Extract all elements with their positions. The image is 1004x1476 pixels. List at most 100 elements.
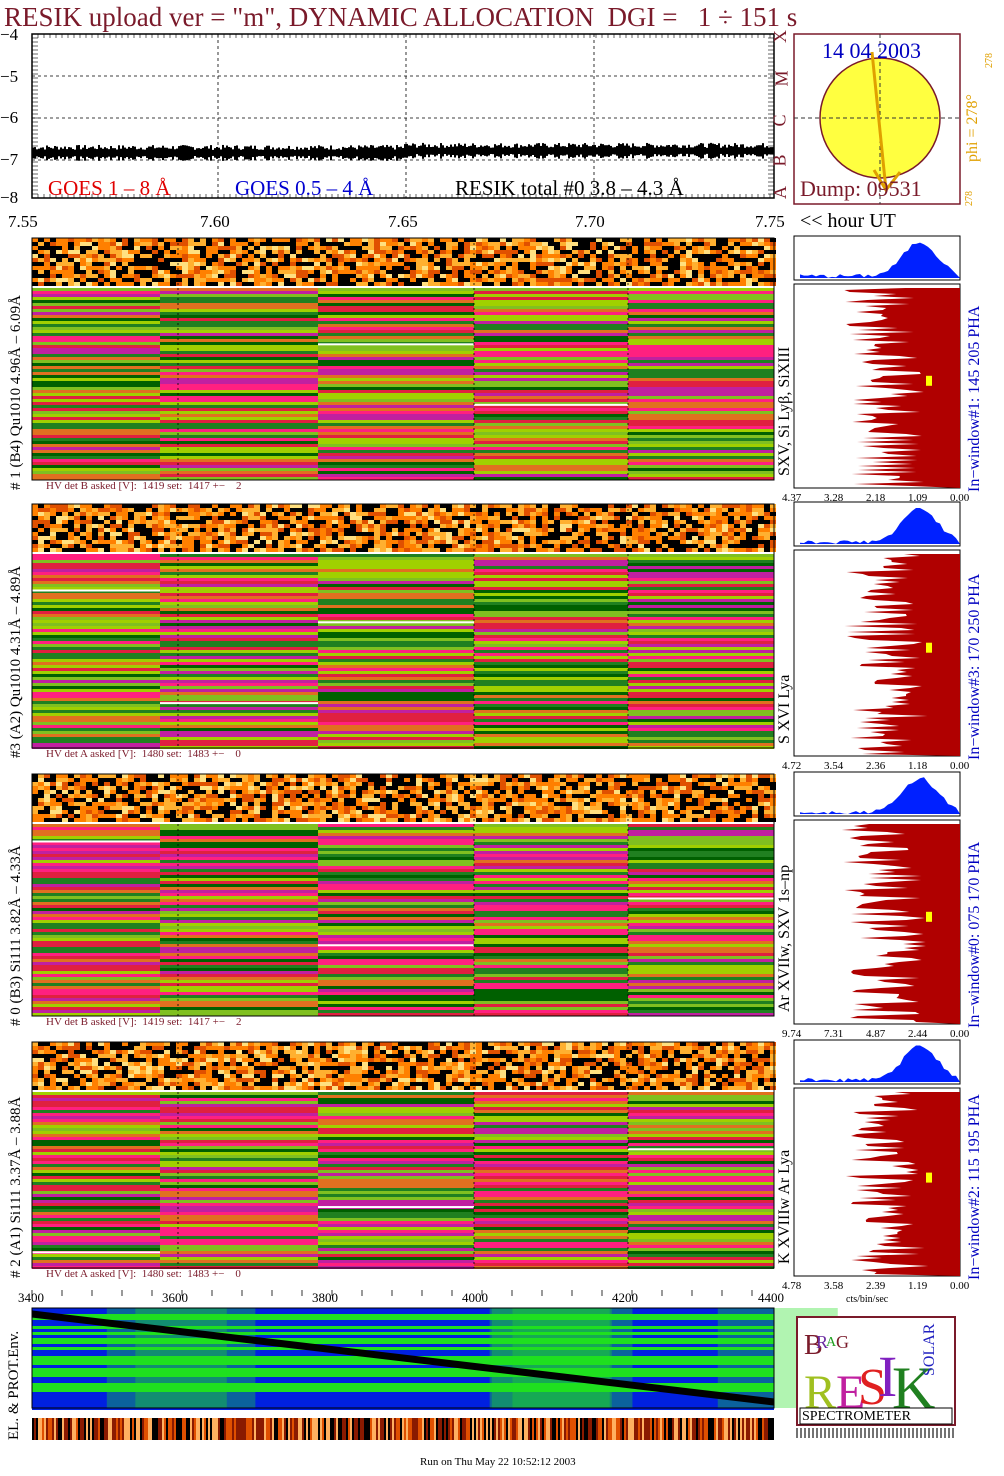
- window-label: In−window#3: 170 250 PHA: [966, 573, 983, 760]
- resik-total-bar: [108, 149, 110, 157]
- resik-total-bar: [552, 147, 554, 155]
- resik-total-bar: [508, 145, 510, 156]
- resik-total-bar: [286, 148, 288, 158]
- resik-total-bar: [48, 146, 50, 159]
- resik-total-bar: [438, 147, 440, 154]
- hv-status: HV det B asked [V]: 1419 set: 1417 +− 2: [46, 1016, 242, 1028]
- resik-total-bar: [236, 145, 238, 161]
- resik-total-bar: [362, 147, 364, 159]
- env-tick: 3800: [312, 1290, 338, 1305]
- window-label: In−window#0: 075 170 PHA: [966, 841, 983, 1028]
- legend-goes-long: GOES 1 – 8 Å: [48, 176, 171, 200]
- resik-total-bar: [548, 147, 550, 155]
- resik-total-bar: [232, 149, 234, 157]
- resik-total-bar: [432, 146, 434, 155]
- sun-date: 14 04 2003: [822, 38, 921, 63]
- resik-total-bar: [412, 143, 414, 159]
- resik-total-bar: [550, 146, 552, 155]
- resik-total-bar: [748, 147, 750, 155]
- pha-tick: 1.19: [908, 1280, 928, 1292]
- resik-total-bar: [322, 146, 324, 160]
- resik-total-bar: [562, 146, 564, 156]
- resik-total-bar: [292, 149, 294, 157]
- resik-total-bar: [194, 149, 196, 157]
- resik-total-bar: [640, 147, 642, 155]
- dump-label: Dump: 09531: [800, 176, 922, 201]
- logo-text: SPECTROMETER: [802, 1409, 911, 1424]
- resik-total-bar: [310, 146, 312, 160]
- resik-total-bar: [224, 147, 226, 159]
- channel-plot: [31, 771, 961, 1025]
- resik-total-bar: [74, 149, 76, 157]
- resik-total-bar: [182, 145, 184, 161]
- resik-total-bar: [114, 148, 116, 158]
- resik-total-bar: [190, 146, 192, 160]
- resik-total-bar: [588, 146, 590, 156]
- resik-total-bar: [68, 147, 70, 159]
- resik-total-bar: [576, 146, 578, 156]
- resik-total-bar: [82, 147, 84, 159]
- resik-total-bar: [382, 145, 384, 161]
- resik-total-bar: [570, 144, 572, 157]
- resik-total-bar: [208, 148, 210, 158]
- resik-total-bar: [712, 143, 714, 159]
- resik-total-bar: [222, 144, 224, 161]
- resik-total-bar: [180, 145, 182, 161]
- class-letter: C: [769, 114, 790, 127]
- pha-hist-blue: [800, 777, 960, 814]
- pha-tick: 2.36: [866, 760, 886, 772]
- resik-total-bar: [244, 146, 246, 160]
- resik-total-bar: [716, 144, 718, 157]
- pha-tick: 0.00: [950, 492, 970, 504]
- resik-total-bar: [614, 147, 616, 155]
- resik-total-bar: [720, 147, 722, 154]
- resik-total-bar: [228, 146, 230, 159]
- resik-total-bar: [606, 145, 608, 157]
- resik-total-bar: [192, 147, 194, 159]
- pha-xlabel: cts/bin/sec: [846, 1294, 889, 1305]
- goes-frame: [31, 33, 775, 199]
- resik-total-bar: [56, 146, 58, 160]
- class-letter: A: [770, 186, 790, 199]
- pha-tick: 3.58: [824, 1280, 844, 1292]
- resik-total-bar: [54, 145, 56, 160]
- logo-graphic: B R A G R E S I K SOLAR: [796, 1316, 956, 1426]
- resik-total-bar: [622, 143, 624, 159]
- resik-total-bar: [604, 145, 606, 157]
- sun-plot: [793, 33, 961, 205]
- resik-total-bar: [40, 147, 42, 159]
- resik-total-bar: [394, 149, 396, 157]
- resik-total-bar: [516, 143, 518, 159]
- resik-total-bar: [760, 145, 762, 157]
- resik-total-bar: [218, 147, 220, 159]
- resik-total-bar: [276, 148, 278, 158]
- window-label: In−window#2: 115 195 PHA: [966, 1094, 983, 1280]
- resik-total-bar: [66, 149, 68, 157]
- pha-tick: 1.09: [908, 492, 928, 504]
- resik-total-bar: [166, 147, 168, 159]
- resik-total-bar: [280, 149, 282, 157]
- line-label: SXV, Si Lyβ, SiXIII: [776, 346, 793, 476]
- resik-total-bar: [170, 148, 172, 158]
- channel-plot: [31, 235, 961, 489]
- resik-total-bar: [168, 148, 170, 158]
- resik-total-bar: [518, 147, 520, 154]
- run-timestamp: Run on Thu May 22 10:52:12 2003: [420, 1456, 576, 1468]
- resik-total-bar: [350, 145, 352, 161]
- resik-total-bar: [442, 145, 444, 157]
- resik-total-bar: [264, 147, 266, 159]
- channel-label: # 1 (B4) Qu1010 4.96Å – 6.09Å: [8, 295, 24, 490]
- resik-total-bar: [426, 147, 428, 155]
- resik-total-bar: [722, 146, 724, 156]
- channel-label: # 0 (B3) Si111 3.82Å – 4.33Å: [8, 845, 24, 1026]
- resik-total-bar: [530, 145, 532, 157]
- sun-pointer: [870, 51, 888, 191]
- pha-marker: [926, 1172, 932, 1183]
- hv-status: HV det B asked [V]: 1419 set: 1417 +− 2: [46, 480, 242, 492]
- resik-total-bar: [578, 144, 580, 157]
- phi-sup: 278: [984, 53, 995, 68]
- resik-total-bar: [706, 147, 708, 154]
- resik-total-bar: [534, 144, 536, 157]
- resik-total-bar: [714, 144, 716, 158]
- resik-total-bar: [680, 147, 682, 154]
